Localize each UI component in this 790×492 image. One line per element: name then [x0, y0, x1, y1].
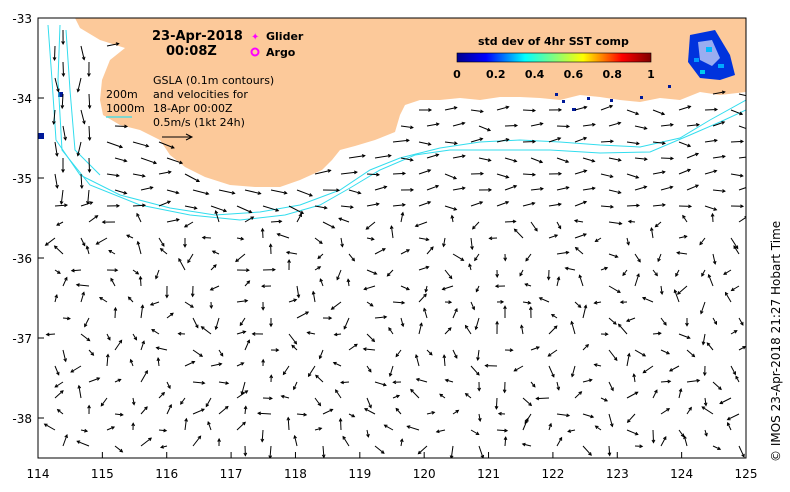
- x-tick-label: 124: [670, 467, 693, 481]
- credit-text: © IMOS 23-Apr-2018 21:27 Hobart Time: [769, 221, 783, 462]
- gsla-line-4: 0.5m/s (1kt 24h): [153, 116, 245, 129]
- x-tick-label: 114: [27, 467, 50, 481]
- argo-symbol-icon: [250, 47, 260, 57]
- plot-frame: [37, 17, 747, 459]
- argo-label: Argo: [266, 46, 296, 59]
- colorbar-tick-label: 0.2: [486, 68, 506, 81]
- gsla-line-2: and velocities for: [153, 88, 248, 101]
- contour-1000m: [57, 24, 746, 221]
- colorbar-tick-label: 0: [453, 68, 461, 81]
- bathymetry-contours: [47, 24, 746, 221]
- contour-label-1000: 1000m: [106, 102, 145, 115]
- x-tick-label: 115: [91, 467, 114, 481]
- y-tick-label: -38: [12, 412, 32, 426]
- colorbar-tick-label: 0.6: [564, 68, 584, 81]
- x-axis: 114 115 116 117 118 119 120 121 122 123 124 125: [27, 452, 758, 481]
- x-tick-label: 117: [220, 467, 243, 481]
- x-tick-label: 116: [155, 467, 178, 481]
- x-tick-label: 120: [413, 467, 436, 481]
- colorbar-tick-label: 0.8: [602, 68, 622, 81]
- velocity-arrows: [43, 29, 746, 458]
- y-tick-label: -37: [12, 332, 32, 346]
- y-axis: -33 -34 -35 -36 -37 -38: [12, 12, 44, 426]
- sst-patch: [688, 30, 735, 80]
- y-tick-label: -36: [12, 252, 32, 266]
- glider-symbol-icon: ✦: [251, 32, 259, 43]
- x-tick-label: 122: [541, 467, 564, 481]
- glider-label: Glider: [266, 30, 304, 43]
- contour-200m: [47, 24, 746, 216]
- x-tick-label: 123: [606, 467, 629, 481]
- y-tick-label: -34: [12, 92, 32, 106]
- gsla-note: GSLA (0.1m contours) and velocities for …: [153, 74, 274, 141]
- argo-legend: Argo: [250, 46, 296, 59]
- gsla-line-1: GSLA (0.1m contours): [153, 74, 274, 87]
- x-tick-label: 119: [348, 467, 371, 481]
- colorbar-tick-label: 0.4: [525, 68, 545, 81]
- glider-legend: ✦ Glider: [251, 30, 304, 43]
- map-time: 00:08Z: [166, 44, 217, 59]
- contour-label-200: 200m: [106, 88, 138, 101]
- x-tick-label: 125: [735, 467, 758, 481]
- x-tick-label: 118: [284, 467, 307, 481]
- map-date: 23-Apr-2018: [152, 29, 243, 44]
- colorbar-tick-label: 1: [647, 68, 655, 81]
- colorbar: std dev of 4hr SST comp 0 0.2 0.4 0.6 0.8 1: [453, 35, 655, 81]
- y-tick-label: -35: [12, 172, 32, 186]
- colorbar-title: std dev of 4hr SST comp: [478, 35, 629, 48]
- sst-specks: [38, 85, 671, 139]
- island-shape: [108, 86, 120, 94]
- x-tick-label: 121: [477, 467, 500, 481]
- y-tick-label: -33: [12, 12, 32, 26]
- colorbar-ramp: [456, 52, 652, 63]
- gsla-line-3: 18-Apr 00:00Z: [153, 102, 233, 115]
